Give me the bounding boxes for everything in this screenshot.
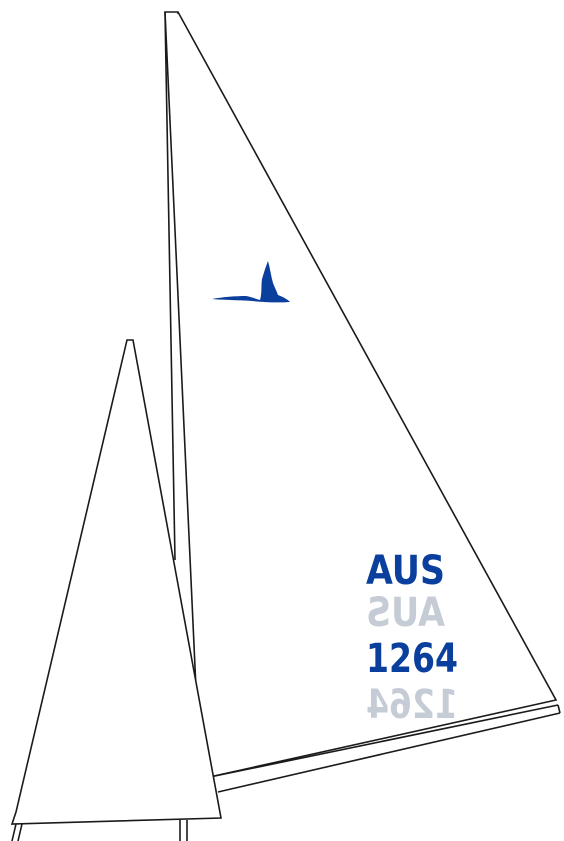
country-code-front: AUS: [366, 548, 445, 594]
swan-insignia-icon: [212, 261, 290, 303]
jib: [10, 339, 222, 825]
mainsail: [164, 11, 558, 777]
sail-number-reverse: 1264: [366, 682, 458, 728]
jib-luff: [11, 823, 23, 841]
boom: [209, 704, 561, 793]
mast: [164, 11, 188, 841]
country-code-reverse: AUS: [366, 590, 445, 636]
sail-number-front: 1264: [366, 636, 458, 682]
